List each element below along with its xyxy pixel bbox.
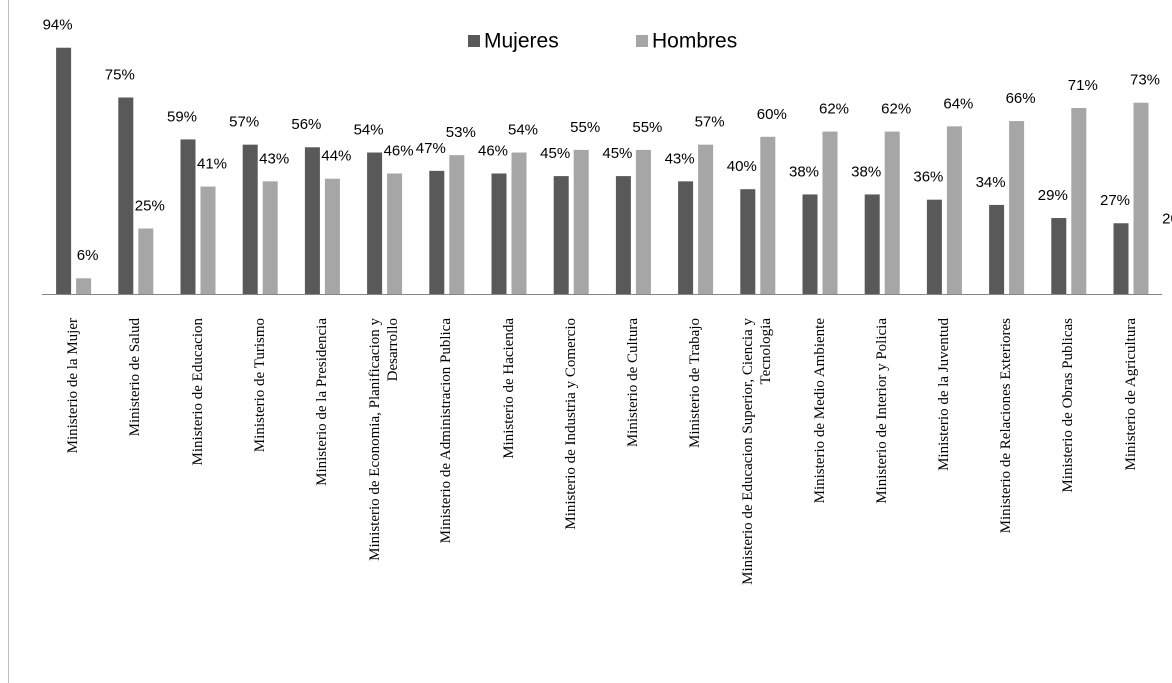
data-label: 40% (727, 158, 757, 175)
bar (573, 149, 589, 294)
data-label: 59% (167, 108, 197, 125)
data-label: 6% (77, 247, 99, 264)
bar (822, 131, 838, 294)
bar (429, 170, 445, 294)
legend-label: Hombres (652, 30, 737, 53)
legend-label: Mujeres (484, 30, 559, 53)
legend-swatch (468, 35, 480, 47)
bar (76, 278, 92, 294)
data-label: 62% (819, 101, 849, 118)
data-label: 56% (291, 116, 321, 133)
x-tick-label: Ministerio de Interior y Policia (873, 318, 890, 504)
bar (367, 152, 383, 294)
bar (387, 173, 403, 294)
x-tick-label: Ministerio de Cultura (624, 318, 641, 448)
data-label: 46% (384, 142, 414, 159)
bar (242, 144, 258, 294)
bar (1051, 218, 1067, 294)
x-tick-label: Ministerio de Trabajo (687, 318, 704, 448)
data-label: 54% (508, 121, 538, 138)
data-label: 34% (976, 174, 1006, 191)
data-label: 36% (913, 169, 943, 186)
data-label: 57% (695, 114, 725, 131)
x-tick-label: Ministerio de Turismo (251, 318, 268, 453)
x-tick-label: Ministerio de Medio Ambiente (811, 318, 828, 504)
data-label: 54% (354, 121, 384, 138)
data-label: 43% (665, 150, 695, 167)
data-label: 38% (789, 163, 819, 180)
x-tick-label: Ministerio de Hacienda (500, 318, 517, 459)
x-tick-label: Ministerio de la Juventud (935, 318, 952, 471)
data-label: 46% (478, 142, 508, 159)
data-label: 62% (881, 101, 911, 118)
bar (698, 144, 714, 294)
bar (946, 126, 962, 294)
data-label: 43% (259, 150, 289, 167)
x-tick-label: Ministerio de Administracion Publica (438, 318, 455, 544)
bar (1071, 107, 1087, 294)
data-label: 20% (1162, 211, 1172, 228)
bar (635, 149, 651, 294)
bar (760, 136, 776, 294)
data-label: 66% (1006, 90, 1036, 107)
data-label: 45% (540, 145, 570, 162)
data-label: 38% (851, 163, 881, 180)
bar (553, 176, 569, 294)
bar (678, 181, 694, 294)
bar (118, 97, 134, 294)
x-tick-label: Ministerio de la Presidencia (313, 318, 330, 486)
data-label: 29% (1038, 187, 1068, 204)
data-label: 25% (135, 197, 165, 214)
bar (56, 47, 72, 294)
x-tick-label: Ministerio de Educacion Superior, Cienci… (740, 318, 775, 585)
data-label: 64% (943, 95, 973, 112)
bar (324, 178, 340, 294)
bar (864, 194, 880, 294)
data-label: 47% (416, 140, 446, 157)
bar (491, 173, 507, 294)
data-label: 55% (570, 119, 600, 136)
bar (200, 186, 216, 294)
bar (884, 131, 900, 294)
bar (304, 147, 320, 294)
bar (1113, 223, 1129, 294)
data-label: 73% (1130, 72, 1160, 89)
data-label: 44% (321, 148, 351, 165)
data-label: 41% (197, 156, 227, 173)
bar (449, 155, 465, 294)
data-label: 71% (1068, 77, 1098, 94)
bar (615, 176, 631, 294)
bar (262, 181, 278, 294)
data-label: 57% (229, 114, 259, 131)
bar (511, 152, 527, 294)
bar (138, 228, 154, 294)
data-label: 45% (602, 145, 632, 162)
data-label: 94% (43, 17, 73, 34)
x-tick-label: Ministerio de Obras Publicas (1060, 318, 1077, 493)
x-tick-label: Ministerio de Industria y Comercio (562, 318, 579, 530)
bar (740, 189, 756, 294)
bar (180, 139, 196, 294)
x-tick-label: Ministerio de Agricultura (1122, 318, 1139, 471)
data-label: 75% (105, 66, 135, 83)
bar (1009, 121, 1025, 294)
legend-swatch (636, 35, 648, 47)
bar (1133, 102, 1149, 295)
bar (802, 194, 818, 294)
bar (926, 199, 942, 294)
x-tick-label: Ministerio de la Mujer (65, 318, 82, 454)
data-label: 53% (446, 124, 476, 141)
bar (989, 204, 1005, 294)
x-tick-label: Ministerio de Educacion (189, 318, 206, 466)
data-label: 55% (632, 119, 662, 136)
x-tick-label: Ministerio de Salud (127, 318, 144, 437)
data-label: 60% (757, 106, 787, 123)
x-tick-label: Ministerio de Economia, Planificacion y … (367, 318, 402, 561)
data-label: 27% (1100, 192, 1130, 209)
x-tick-label: Ministerio de Relaciones Exteriores (998, 318, 1015, 534)
